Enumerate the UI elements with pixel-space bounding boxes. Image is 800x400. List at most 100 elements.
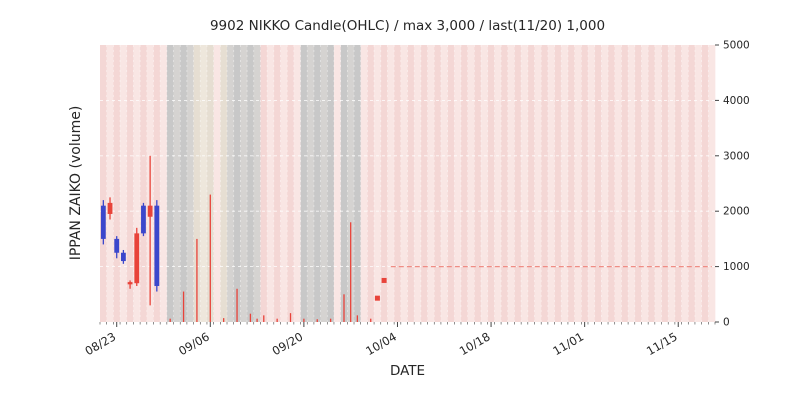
day-band [668, 45, 676, 322]
candle-body [100, 205, 106, 239]
day-band [227, 45, 235, 322]
day-band [648, 45, 656, 322]
day-band [661, 45, 669, 322]
day-band [153, 45, 161, 322]
y-tick-label: 0 [723, 317, 730, 329]
day-band [434, 45, 442, 322]
day-band [193, 45, 201, 322]
day-band [354, 45, 362, 322]
day-band [200, 45, 208, 322]
x-tick-label: 09/06 [176, 329, 212, 358]
day-band [608, 45, 616, 322]
day-band [367, 45, 375, 322]
chart-title: 9902 NIKKO Candle(OHLC) / max 3,000 / la… [209, 18, 606, 34]
day-band [173, 45, 181, 322]
day-band [614, 45, 622, 322]
day-band [400, 45, 408, 322]
day-band [440, 45, 448, 322]
day-band [333, 45, 342, 322]
day-band [521, 45, 529, 322]
marker-square [374, 295, 380, 301]
day-band [501, 45, 509, 322]
day-band [541, 45, 549, 322]
candle-body [120, 252, 126, 262]
day-band [534, 45, 542, 322]
day-band [267, 45, 275, 322]
day-band [554, 45, 562, 322]
day-band [447, 45, 455, 322]
day-band [360, 45, 368, 322]
day-band [100, 45, 108, 322]
x-tick-label: 08/23 [82, 329, 118, 358]
day-band [166, 45, 174, 322]
day-band [133, 45, 141, 322]
candle-body [141, 205, 146, 234]
day-band [587, 45, 596, 322]
day-band [233, 45, 241, 322]
day-band [140, 45, 148, 322]
day-band [113, 45, 121, 322]
day-band [681, 45, 689, 322]
day-band [313, 45, 321, 322]
day-band [347, 45, 355, 322]
day-band [454, 45, 462, 322]
x-tick-label: 11/01 [550, 329, 586, 358]
day-band [220, 45, 228, 322]
x-tick-label: 10/04 [363, 329, 399, 358]
day-band [487, 45, 495, 322]
x-tick-label: 11/15 [644, 329, 680, 358]
candle-body [127, 282, 133, 285]
day-band [126, 45, 134, 322]
day-band [380, 45, 388, 322]
day-band [688, 45, 696, 322]
day-band [594, 45, 602, 322]
day-band [621, 45, 629, 322]
day-band [240, 45, 248, 322]
day-band [160, 45, 168, 322]
candle-body [107, 202, 113, 214]
day-band [460, 45, 469, 322]
day-band [574, 45, 582, 322]
day-band [374, 45, 382, 322]
day-band [120, 45, 128, 322]
day-band [340, 45, 348, 322]
x-tick-label: 09/20 [270, 329, 306, 358]
x-tick-label: 10/18 [457, 329, 493, 358]
day-band [634, 45, 642, 322]
day-band [327, 45, 335, 322]
day-band [674, 45, 682, 322]
day-band [273, 45, 281, 322]
day-band [481, 45, 489, 322]
day-band [547, 45, 555, 322]
day-band [280, 45, 288, 322]
day-band [514, 45, 522, 322]
candle-body [134, 233, 140, 284]
day-band [427, 45, 435, 322]
day-band [106, 45, 114, 322]
day-band [394, 45, 402, 322]
day-band [581, 45, 589, 322]
day-band [708, 45, 716, 322]
day-band [247, 45, 255, 322]
day-band [260, 45, 268, 322]
x-axis-label: DATE [389, 363, 426, 379]
day-band [628, 45, 636, 322]
day-band [694, 45, 702, 322]
candle-body [147, 205, 153, 217]
marker-square [381, 277, 387, 283]
day-band [654, 45, 662, 322]
day-band [293, 45, 301, 322]
day-band [494, 45, 502, 322]
day-band [561, 45, 569, 322]
day-band [407, 45, 415, 322]
day-band [601, 45, 609, 322]
candle-body [154, 205, 160, 286]
day-band [186, 45, 194, 322]
day-band [307, 45, 315, 322]
day-band [287, 45, 295, 322]
day-band [474, 45, 482, 322]
day-band [253, 45, 261, 322]
day-band [387, 45, 395, 322]
